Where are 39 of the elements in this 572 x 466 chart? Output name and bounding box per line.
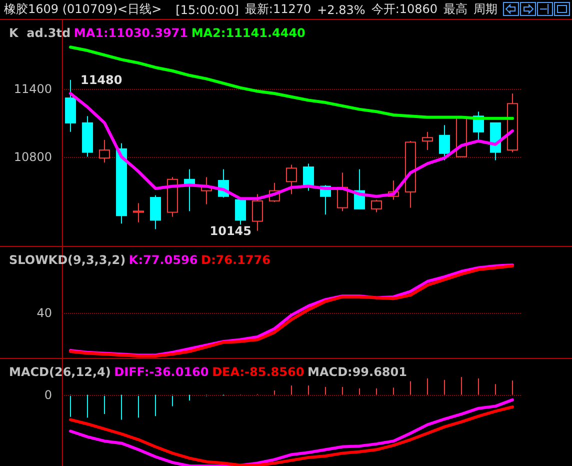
candlestick (133, 202, 144, 223)
candlestick (150, 194, 161, 230)
candlestick (167, 176, 178, 218)
text: 40 (36, 306, 52, 320)
text: K:77.0596 (128, 253, 198, 267)
text: DIFF:-36.0160 (114, 365, 209, 379)
text: 最高 (444, 1, 468, 18)
line-series (69, 46, 514, 120)
candlestick (99, 139, 110, 163)
text: DEA:-85.8560 (212, 365, 304, 379)
candlestick (439, 124, 450, 161)
text: 今开:10860 (371, 1, 438, 18)
candlestick (507, 92, 518, 153)
line-series (69, 92, 514, 200)
candlestick (286, 164, 297, 195)
text: [15:00:00] (176, 2, 239, 16)
y-tick-label: 10800 (14, 150, 52, 164)
chart-title: 橡胶1609 (010709)<日线> (4, 1, 162, 18)
candlestick (371, 199, 382, 213)
text: 周期 (474, 1, 498, 18)
y-tick-label: 11400 (14, 82, 52, 96)
text: D:76.1776 (201, 253, 270, 267)
text: MA1:11030.3971 (74, 26, 188, 40)
text: +2.83% (317, 2, 366, 16)
candlestick (303, 163, 314, 192)
candlestick (405, 140, 416, 208)
candlestick (82, 116, 93, 158)
annotation: 11480 (80, 72, 122, 87)
text: 最新:11270 (244, 1, 312, 18)
text: MA2:11141.4440 (191, 26, 306, 40)
candlestick (422, 131, 433, 151)
annotation: 10145 (210, 224, 252, 238)
candlestick (252, 194, 263, 232)
candlestick (184, 168, 195, 212)
text: 0 (44, 388, 52, 402)
candlestick (116, 142, 127, 224)
candlestick (65, 79, 76, 132)
candlestick (235, 199, 246, 226)
series-label: MACD:99.6801 (308, 365, 407, 379)
